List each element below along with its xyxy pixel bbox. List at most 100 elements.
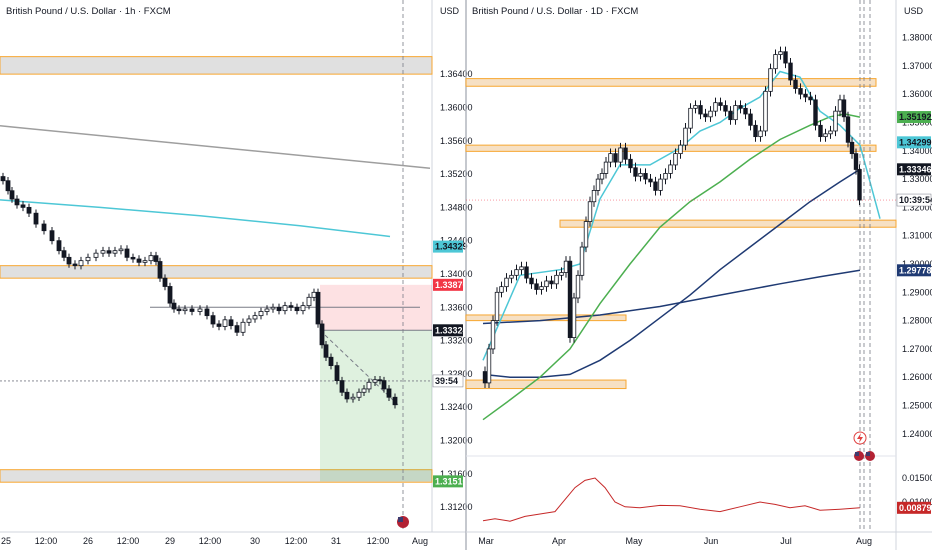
left-time-tick: 25 — [1, 536, 11, 546]
left-us-flag-icon[interactable] — [397, 516, 409, 528]
right-lines — [466, 0, 896, 532]
left-candle-body — [210, 315, 216, 325]
left-tag-bg — [433, 475, 463, 488]
left-candle-body — [130, 256, 136, 260]
right-candle-body — [808, 96, 813, 101]
left-candle-body — [142, 260, 148, 263]
left-time-tick: 12:00 — [367, 536, 390, 546]
position-diagonal — [319, 329, 399, 406]
right-time-tick: Jul — [780, 536, 792, 546]
right-price-tick: 1.29000 — [902, 287, 932, 297]
left-tag-bg — [433, 278, 463, 291]
right-price-tick: 1.24000 — [902, 429, 932, 439]
left-candles — [0, 172, 398, 409]
right-price-tick: 1.32000 — [902, 202, 932, 212]
right-tag-bg — [896, 193, 932, 207]
left-candle-body — [176, 308, 182, 312]
right-candle-body — [539, 286, 544, 290]
right-candle-body — [559, 272, 564, 276]
right-candle-body — [514, 269, 519, 276]
left-candle-body — [328, 356, 334, 367]
left-candle-body — [222, 319, 228, 327]
right-candle-body — [763, 90, 768, 132]
right-price-tag: 1.34299 — [899, 137, 932, 147]
right-price-tick: 1.30000 — [902, 259, 932, 269]
left-price-tick: 1.32000 — [440, 436, 473, 446]
left-candle-body — [167, 286, 173, 304]
right-time-tick: Apr — [552, 536, 566, 546]
left-price-tick: 1.36400 — [440, 69, 473, 79]
left-candle-body — [276, 306, 282, 312]
right-candle-body — [591, 190, 597, 203]
event-lightning-icon[interactable] — [853, 431, 867, 445]
left-candle-body — [78, 260, 84, 267]
right-candle-body — [778, 51, 783, 55]
left-candle-body — [56, 240, 62, 252]
right-time-tick: Mar — [478, 536, 494, 546]
right-price-tag: 1.33346 — [899, 164, 932, 174]
right-candle-body — [718, 102, 723, 106]
right-candle-body — [534, 283, 539, 290]
left-candle-body — [136, 258, 142, 263]
left-candle-body — [182, 308, 188, 312]
right-candle-body — [486, 348, 492, 384]
left-candle-body — [153, 255, 159, 262]
us-flag-event-icon[interactable] — [854, 451, 875, 461]
right-candle-body — [793, 79, 798, 89]
left-time-ticks: 25 12:00 26 12:00 29 12:00 30 12:00 31 12:00 Aug — [1, 536, 428, 546]
right-candle-body — [857, 169, 862, 201]
right-candle-body — [713, 102, 718, 112]
left-time-tick: 12:00 — [117, 536, 140, 546]
right-price-tick: 1.27000 — [902, 344, 932, 354]
right-candle-body — [773, 54, 778, 70]
left-candle-body — [148, 255, 154, 262]
right-price-tick: 1.28000 — [902, 316, 932, 326]
right-candle-body — [823, 133, 828, 138]
right-zone-2 — [559, 219, 897, 228]
right-candle-body — [544, 280, 549, 288]
right-candle-body — [678, 144, 683, 155]
left-candle-body — [294, 306, 300, 312]
right-candle-body — [658, 178, 663, 191]
right-candle-body — [803, 93, 808, 98]
right-candle-body — [758, 130, 763, 138]
right-candle-body — [768, 68, 773, 92]
right-candle-body — [575, 274, 581, 299]
left-candle-body — [288, 305, 294, 308]
left-candle-body — [93, 252, 99, 258]
left-price-tag: 1.33324 — [435, 325, 468, 335]
left-candle-body — [189, 308, 195, 312]
left-candle-body — [61, 250, 67, 258]
right-tag-bg — [897, 111, 931, 124]
left-candle-body — [264, 308, 270, 312]
right-candle-body — [698, 105, 703, 115]
right-candle-body — [623, 147, 628, 160]
right-candle-body — [683, 127, 688, 146]
right-price-tick: 1.26000 — [902, 372, 932, 382]
left-tag-bg — [433, 324, 463, 337]
left-candle-body — [0, 176, 6, 182]
right-candle-body — [613, 153, 618, 163]
left-candle-body — [361, 388, 367, 393]
left-candle-body — [66, 256, 72, 265]
left-candle-body — [311, 291, 317, 298]
gray-trendline — [0, 125, 431, 169]
right-price-tick: 1.31000 — [902, 231, 932, 241]
left-price-tick: 1.36000 — [440, 102, 473, 112]
right-candle-body — [753, 124, 758, 138]
right-tag-bg — [897, 501, 931, 514]
right-tag-bg — [897, 136, 931, 149]
indicator-tick: 0.01500 — [902, 473, 932, 483]
right-tag-bg — [897, 264, 931, 277]
left-candle-body — [112, 250, 118, 254]
left-time-tick: 12:00 — [199, 536, 222, 546]
right-candle-body — [499, 286, 504, 293]
right-candle-body — [587, 201, 593, 222]
right-chart-title: British Pound / U.S. Dollar · 1D · FXCM — [472, 6, 638, 17]
left-price-tick: 1.33600 — [440, 302, 473, 312]
left-candle-body — [197, 308, 203, 312]
right-candle-body — [549, 280, 554, 285]
right-candle-body — [490, 320, 496, 350]
left-candle-body — [204, 308, 210, 317]
left-candle-body — [319, 323, 325, 346]
